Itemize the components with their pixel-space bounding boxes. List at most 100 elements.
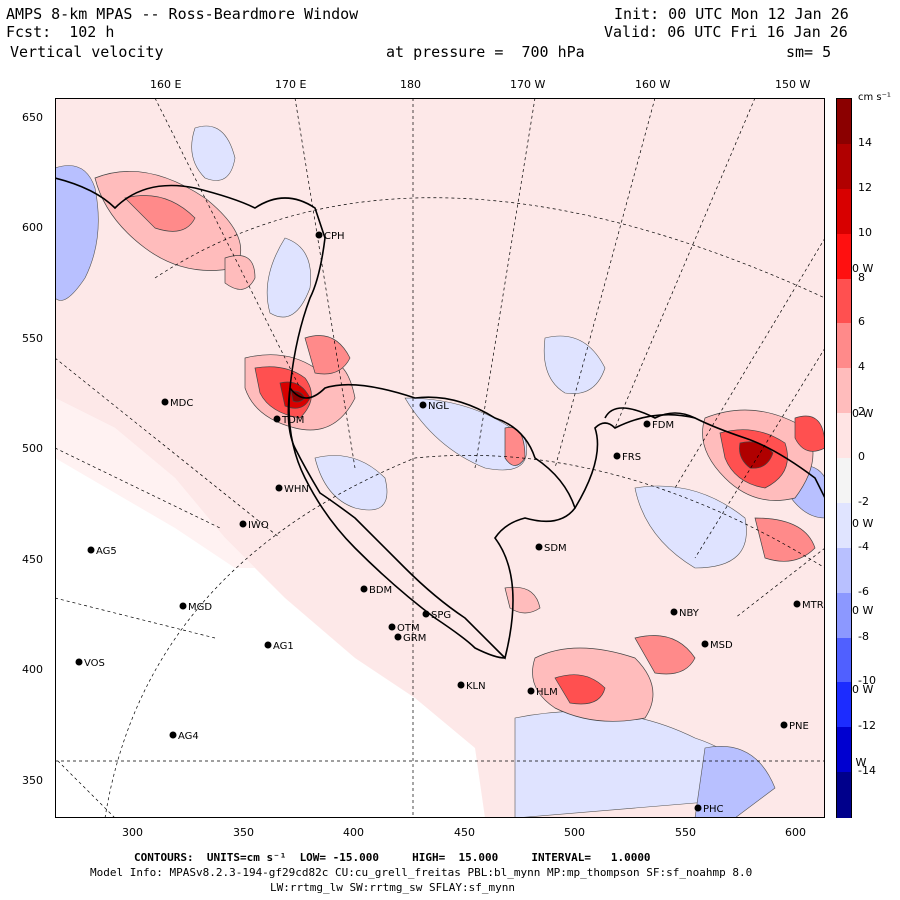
station-dot — [780, 721, 788, 729]
colorbar-units: cm s⁻¹ — [858, 92, 891, 103]
colorbar-segment — [837, 99, 851, 145]
station-dot — [701, 640, 709, 648]
y-tick: 500 — [22, 442, 43, 455]
x-tick: 500 — [564, 826, 585, 839]
model-info: Model Info: MPASv8.2.3-194-gf29cd82c CU:… — [90, 866, 753, 879]
station-label: KLN — [466, 681, 486, 692]
y-tick: 450 — [22, 553, 43, 566]
station-dot — [161, 398, 169, 406]
lon-label-160w: 160 W — [635, 78, 671, 91]
station-label: PNE — [789, 721, 809, 732]
colorbar-segment — [837, 547, 851, 594]
station-label: IWO — [248, 520, 269, 531]
station-label: BDM — [369, 585, 392, 596]
station-dot — [239, 520, 247, 528]
station-label: PHC — [703, 804, 724, 815]
station-dot — [179, 602, 187, 610]
y-tick: 600 — [22, 221, 43, 234]
colorbar-label: -8 — [858, 629, 869, 643]
colorbar-segment — [837, 727, 851, 773]
x-tick: 300 — [122, 826, 143, 839]
colorbar-segment — [837, 143, 851, 190]
forecast-hour: Fcst: 102 h — [6, 23, 115, 41]
lon-label-170w: 170 W — [510, 78, 546, 91]
valid-time: Valid: 06 UTC Fri 16 Jan 26 — [604, 23, 848, 41]
variable-name: Vertical velocity — [10, 43, 164, 61]
station-label: AG5 — [96, 546, 117, 557]
station-label: NBY — [679, 608, 700, 619]
colorbar-label: -12 — [858, 719, 876, 733]
station-label: MTR — [802, 600, 824, 611]
station-label: SPG — [431, 610, 451, 621]
station-dot — [694, 804, 702, 812]
x-tick: 450 — [454, 826, 475, 839]
station-dot — [613, 452, 621, 460]
lon-label-150w: 150 W — [775, 78, 811, 91]
smoothing: sm= 5 — [786, 43, 832, 61]
station-label: OTM — [397, 623, 420, 634]
y-tick: 550 — [22, 332, 43, 345]
station-dot — [315, 231, 323, 239]
colorbar-segment — [837, 772, 851, 818]
colorbar-label: 12 — [858, 180, 872, 194]
coastline — [55, 177, 825, 660]
model-info-physics: LW:rrtmg_lw SW:rrtmg_sw SFLAY:sf_mynn — [270, 881, 516, 894]
station-dot — [360, 585, 368, 593]
colorbar-segment — [837, 323, 851, 369]
station-label: MDC — [170, 398, 193, 409]
station-label: MGD — [188, 602, 212, 613]
x-tick: 350 — [233, 826, 254, 839]
station-label: MSD — [710, 640, 733, 651]
station-label: TDM — [281, 415, 304, 426]
colorbar-label: 8 — [858, 270, 865, 284]
y-tick: 400 — [22, 663, 43, 676]
pressure-level: at pressure = 700 hPa — [386, 43, 585, 61]
weak-downward-areas — [55, 125, 825, 818]
station-dot — [87, 546, 95, 554]
map-title: AMPS 8-km MPAS -- Ross-Beardmore Window — [6, 5, 359, 23]
colorbar-segment — [837, 188, 851, 235]
station-label: HLM — [536, 687, 558, 698]
init-time: Init: 00 UTC Mon 12 Jan 26 — [614, 5, 849, 23]
colorbar-label: -4 — [858, 539, 869, 553]
station-label: SDM — [544, 543, 567, 554]
station-dot — [670, 608, 678, 616]
station-dot — [535, 543, 543, 551]
colorbar-segment — [837, 502, 851, 549]
colorbar-segment — [837, 233, 851, 279]
y-tick: 350 — [22, 774, 43, 787]
station-label: VOS — [84, 658, 105, 669]
colorbar-segment — [837, 368, 851, 414]
lat-lon-grid — [55, 98, 825, 818]
colorbar-label: -14 — [858, 764, 876, 778]
vertical-velocity-map: CPH MDC NGL TDM FDM FRS WHN IWO AG5 SDM BDM MGD NBY S… — [55, 98, 825, 818]
station-label: NGL — [428, 401, 449, 412]
colorbar-label: 14 — [858, 135, 872, 149]
colorbar-segment — [837, 637, 851, 683]
colorbar-segment — [837, 458, 851, 504]
map-frame — [55, 98, 825, 818]
station-label: FDM — [652, 420, 674, 431]
colorbar-segment — [837, 682, 851, 728]
station-dot — [388, 623, 396, 631]
colorbar-label: 4 — [858, 360, 865, 374]
station-dot — [419, 401, 427, 409]
colorbar-label: -2 — [858, 494, 869, 508]
station-dot — [394, 633, 402, 641]
colorbar-label: 0 — [858, 450, 865, 463]
colorbar-segment — [837, 592, 851, 638]
lon-label-160e: 160 E — [150, 78, 182, 91]
station-dot — [169, 731, 177, 739]
x-tick: 550 — [675, 826, 696, 839]
station-dot — [643, 420, 651, 428]
station-dot — [457, 681, 465, 689]
colorbar-label: -6 — [858, 584, 869, 598]
station-dot — [527, 687, 535, 695]
station-label: WHN — [284, 484, 309, 495]
station-label: GRM — [403, 633, 426, 644]
x-tick: 600 — [785, 826, 806, 839]
color-scale-bar — [836, 98, 852, 818]
colorbar-segment — [837, 278, 851, 324]
y-tick: 650 — [22, 111, 43, 124]
station-dot — [793, 600, 801, 608]
